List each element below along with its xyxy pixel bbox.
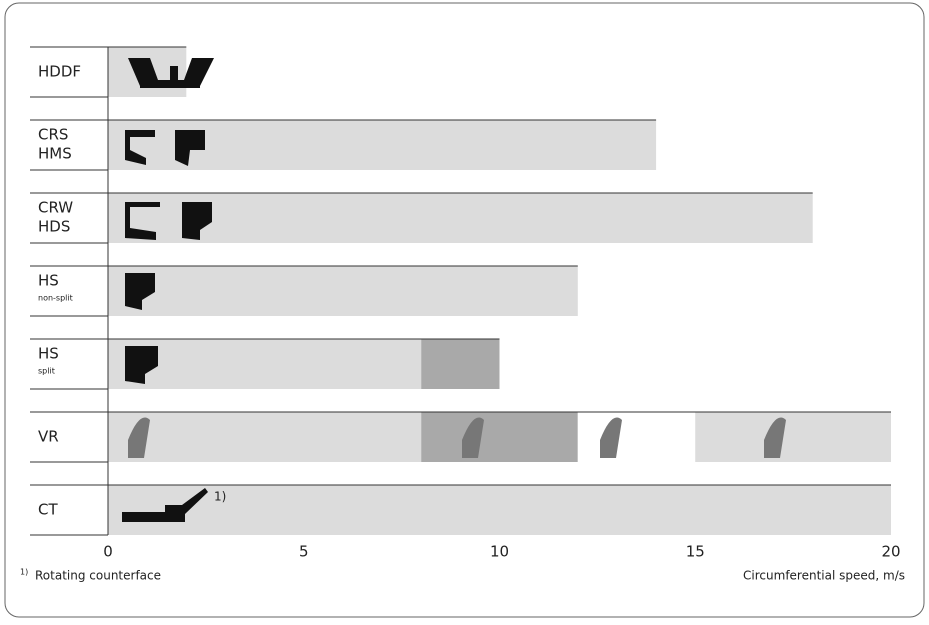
- row-note: non-split: [38, 294, 73, 303]
- row-label: CT: [38, 501, 58, 519]
- x-tick-label: 0: [103, 543, 113, 561]
- icons: [122, 58, 786, 522]
- row-label: VR: [38, 428, 59, 446]
- bar-segment: [108, 266, 578, 316]
- bar-segment: [108, 412, 422, 462]
- bar-segment: [577, 412, 696, 462]
- footnote-marker: 1): [20, 568, 28, 577]
- bar-segment: [421, 339, 500, 389]
- bar-segment: [108, 339, 422, 389]
- icon: [128, 58, 214, 88]
- row-label: HS: [38, 272, 59, 290]
- x-tick-label: 20: [881, 543, 900, 561]
- icon: [125, 202, 212, 240]
- row-label: HDDF: [38, 63, 81, 81]
- icon: [125, 130, 205, 166]
- x-tick-label: 10: [490, 543, 509, 561]
- bars: [108, 47, 891, 535]
- bar-segment: [421, 412, 578, 462]
- footnote-marker: 1): [214, 490, 226, 504]
- row-label: CRS: [38, 126, 68, 144]
- row-label: CRW: [38, 199, 73, 217]
- row-label: HDS: [38, 218, 70, 236]
- row-note: split: [38, 367, 55, 376]
- x-axis-label: Circumferential speed, m/s: [743, 569, 905, 583]
- bar-segment: [108, 485, 891, 535]
- x-tick-label: 15: [686, 543, 705, 561]
- icon: [122, 488, 208, 522]
- row-label: HS: [38, 345, 59, 363]
- icon: [125, 273, 155, 310]
- bar-segment: [695, 412, 891, 462]
- x-tick-label: 5: [299, 543, 309, 561]
- footnote: Rotating counterface: [35, 569, 161, 583]
- row-label: HMS: [38, 145, 72, 163]
- icon: [125, 346, 158, 384]
- bar-segment: [108, 193, 813, 243]
